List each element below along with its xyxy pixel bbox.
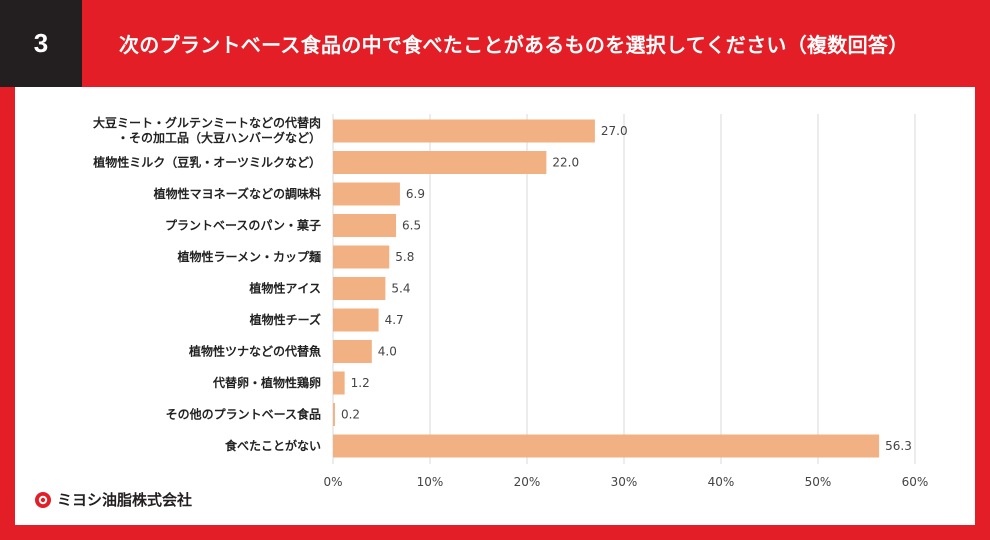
category-label: 食べたことがない (224, 438, 321, 453)
x-tick-label: 10% (417, 475, 444, 489)
data-label: 22.0 (552, 156, 579, 170)
data-label: 0.2 (341, 408, 360, 422)
bar (333, 277, 386, 300)
data-label: 4.0 (378, 345, 397, 359)
bar (333, 182, 400, 206)
category-label: 植物性ラーメン・カップ麺 (176, 249, 321, 264)
bar (333, 151, 547, 174)
data-label: 1.2 (351, 376, 370, 390)
category-label: 植物性ツナなどの代替魚 (188, 344, 321, 359)
x-tick-label: 30% (611, 475, 638, 489)
header-bar: 3 次のプラントベース食品の中で食べたことがあるものを選択してください（複数回答… (0, 0, 990, 87)
bar (333, 119, 595, 143)
category-label: 植物性マヨネーズなどの調味料 (153, 186, 321, 201)
bar (333, 214, 397, 237)
category-label: 植物性チーズ (249, 312, 321, 327)
bar (333, 245, 390, 269)
bar (333, 340, 372, 363)
x-tick-label: 60% (902, 475, 929, 489)
question-title: 次のプラントベース食品の中で食べたことがあるものを選択してください（複数回答） (119, 33, 909, 57)
bar (333, 308, 379, 332)
category-label: その他のプラントベース食品 (166, 407, 321, 422)
x-tick-label: 40% (708, 475, 735, 489)
category-label: プラントベースのパン・菓子 (165, 218, 321, 233)
data-label: 6.5 (402, 219, 421, 233)
bar (333, 403, 335, 426)
data-label: 6.9 (406, 187, 425, 201)
logo-mark-icon (35, 491, 51, 508)
company-name: ミヨシ油脂株式会社 (57, 491, 193, 509)
bar (333, 371, 345, 395)
category-label: ・その加工品（大豆ハンバーグなど） (117, 130, 321, 145)
data-label: 4.7 (385, 313, 404, 327)
data-label: 56.3 (885, 439, 912, 453)
data-label: 5.4 (391, 282, 410, 296)
x-tick-label: 50% (805, 475, 832, 489)
category-label: 大豆ミート・グルテンミートなどの代替肉 (93, 115, 321, 130)
category-label: 植物性ミルク（豆乳・オーツミルクなど） (92, 155, 321, 170)
data-label: 5.8 (395, 250, 414, 264)
question-number: 3 (0, 0, 82, 87)
category-label: 代替卵・植物性鶏卵 (212, 375, 321, 390)
data-label: 27.0 (601, 124, 628, 138)
company-logo: ミヨシ油脂株式会社 (34, 489, 192, 510)
x-tick-label: 0% (323, 475, 342, 489)
x-tick-label: 20% (514, 475, 541, 489)
bar (333, 434, 880, 458)
category-label: 植物性アイス (248, 281, 321, 296)
